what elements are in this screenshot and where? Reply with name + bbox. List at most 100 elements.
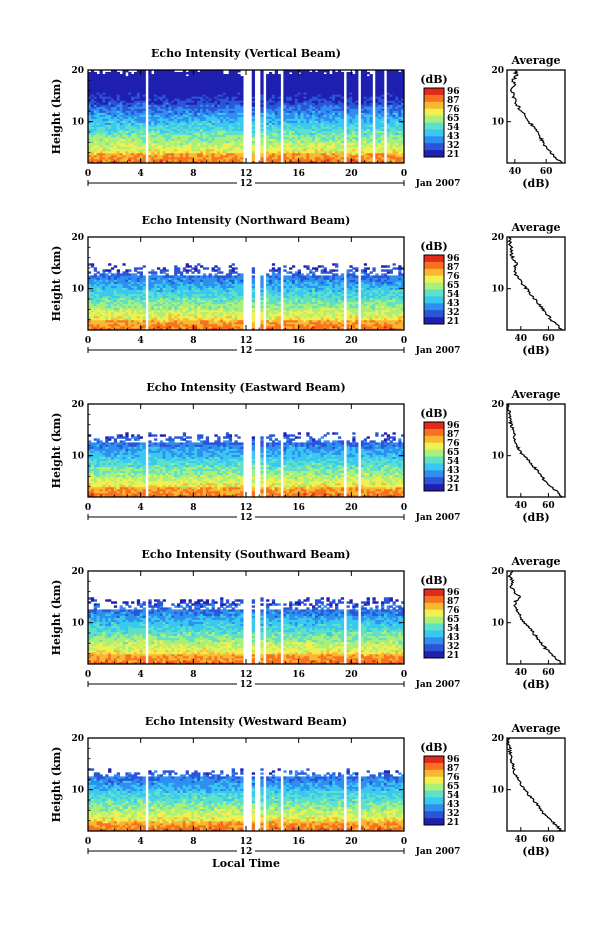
heatmap-cell [283, 142, 287, 146]
heatmap-cell [349, 142, 353, 146]
heatmap-cell [105, 72, 109, 75]
heatmap-cell [177, 82, 181, 85]
heatmap-cell [159, 154, 164, 158]
heatmap-cell [268, 80, 273, 83]
heatmap-cell [177, 124, 181, 128]
heatmap-cell [171, 92, 175, 95]
heatmap-cell [119, 130, 123, 134]
heatmap-cell [110, 273, 115, 276]
heatmap-cell [131, 80, 135, 83]
heatmap-cell [286, 96, 290, 99]
heatmap-cell [378, 90, 382, 93]
heatmap-cell [208, 92, 212, 95]
heatmap-cell [122, 154, 126, 158]
heatmap-cell [309, 74, 313, 77]
heatmap-cell [159, 136, 164, 140]
heatmap-cell [355, 118, 359, 121]
heatmap-cell [375, 138, 379, 142]
heatmap-cell [297, 148, 301, 152]
heatmap-cell [122, 94, 126, 97]
heatmap-cell [116, 108, 120, 111]
heatmap-cell [381, 146, 385, 150]
heatmap-cell [271, 140, 276, 144]
heatmap-cell [96, 311, 100, 315]
heatmap-cell [329, 122, 333, 125]
heatmap-cell [277, 86, 281, 89]
heatmap-cell [251, 144, 256, 148]
heatmap-cell [211, 138, 215, 142]
heatmap-cell [90, 297, 95, 301]
heatmap-cell [211, 74, 215, 77]
heatmap-cell [349, 108, 353, 111]
heatmap-cell [375, 122, 379, 125]
heatmap-cell [171, 78, 175, 81]
heatmap-cell [346, 88, 350, 91]
heatmap-cell [200, 152, 204, 156]
heatmap-cell [110, 118, 115, 121]
heatmap-cell [340, 114, 345, 117]
heatmap-cell [329, 154, 333, 158]
heatmap-cell [128, 150, 132, 154]
heatmap-cell [340, 146, 345, 150]
heatmap-cell [200, 100, 204, 103]
heatmap-cell [369, 154, 373, 158]
heatmap-cell [392, 144, 396, 148]
heatmap-cell [260, 86, 264, 89]
heatmap-cell [228, 160, 233, 164]
heatmap-cell [128, 317, 132, 321]
heatmap-cell [136, 118, 141, 121]
heatmap-cell [398, 94, 402, 97]
heatmap-cell [119, 281, 123, 284]
heatmap-cell [220, 148, 224, 152]
heatmap-cell [303, 94, 307, 97]
heatmap-cell [326, 124, 330, 128]
heatmap-cell [96, 160, 100, 164]
heatmap-cell [237, 160, 241, 164]
heatmap-cell [386, 138, 391, 142]
heatmap-cell [240, 98, 244, 101]
heatmap-cell [220, 116, 224, 119]
heatmap-cell [352, 158, 356, 162]
heatmap-cell [202, 118, 207, 121]
heatmap-cell [366, 142, 370, 146]
heatmap-cell [234, 80, 238, 83]
heatmap-cell [329, 80, 333, 83]
heatmap-cell [306, 116, 310, 119]
heatmap-cell [119, 76, 123, 79]
heatmap-cell [337, 122, 342, 125]
heatmap-cell [401, 142, 405, 146]
heatmap-cell [148, 144, 152, 148]
heatmap-cell [168, 146, 172, 150]
heatmap-cell [266, 126, 270, 130]
heatmap-cell [168, 128, 172, 132]
heatmap-cell [335, 90, 339, 93]
heatmap-cell [188, 102, 192, 105]
heatmap-cell [297, 160, 301, 164]
heatmap-cell [119, 315, 123, 319]
heatmap-cell [223, 74, 227, 77]
heatmap-cell [93, 80, 98, 83]
heatmap-cell [237, 96, 241, 99]
heatmap-cell [329, 116, 333, 119]
heatmap-cell [202, 124, 207, 128]
heatmap-cell [392, 160, 396, 164]
heatmap-cell [165, 72, 169, 75]
heatmap-cell [119, 152, 123, 156]
heatmap-cell [151, 98, 155, 101]
heatmap-cell [297, 152, 301, 156]
heatmap-cell [182, 116, 187, 119]
heatmap-cell [309, 82, 313, 85]
heatmap-cell [102, 88, 106, 91]
heatmap-cell [156, 114, 161, 117]
heatmap-cell [99, 295, 103, 299]
heatmap-cell [113, 86, 118, 89]
heatmap-cell [289, 136, 293, 140]
heatmap-cell [289, 128, 293, 132]
heatmap-cell [211, 76, 215, 79]
heatmap-cell [156, 72, 161, 75]
heatmap-cell [300, 100, 304, 103]
heatmap-cell [381, 128, 385, 132]
heatmap-cell [286, 144, 290, 148]
heatmap-cell [148, 102, 152, 105]
heatmap-cell [162, 70, 166, 73]
